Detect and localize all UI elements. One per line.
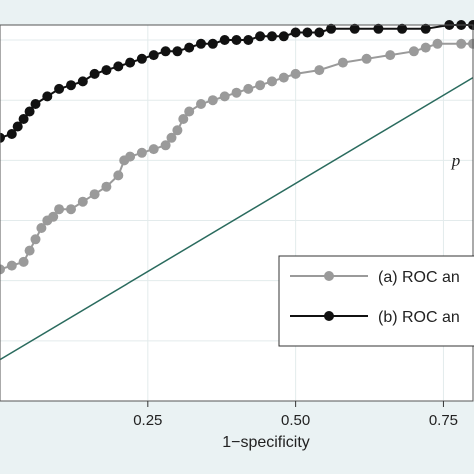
data-point (207, 38, 218, 49)
data-point (172, 125, 183, 136)
data-point (243, 83, 254, 94)
reference-line (0, 76, 474, 361)
data-point (397, 23, 408, 34)
data-point (278, 72, 289, 83)
data-point (314, 65, 325, 76)
data-point (66, 80, 76, 91)
data-point (160, 140, 171, 151)
data-point (290, 27, 301, 38)
data-point (48, 211, 59, 222)
data-point (196, 38, 206, 49)
plot-frame (0, 24, 474, 402)
data-point (125, 57, 136, 68)
data-point (267, 31, 277, 42)
data-point (0, 132, 5, 143)
x-tick-label: 0.25 (133, 412, 162, 429)
x-axis-title: 1−specificity (222, 434, 310, 451)
data-point (184, 42, 195, 53)
data-point (24, 245, 35, 256)
data-point (326, 23, 337, 34)
data-point (148, 144, 159, 155)
data-point (6, 129, 17, 139)
x-tick-label: 0.50 (281, 412, 310, 429)
data-point (89, 189, 100, 200)
data-point (113, 61, 124, 72)
data-point (373, 23, 384, 34)
series-layer (0, 20, 474, 275)
data-point (231, 35, 242, 45)
data-point (184, 106, 195, 117)
data-point (166, 132, 177, 143)
data-point (207, 95, 218, 106)
data-point (267, 76, 277, 87)
data-point (77, 196, 88, 207)
data-point (148, 50, 159, 61)
data-point (66, 204, 76, 215)
data-point (125, 151, 136, 162)
series-a (0, 38, 474, 275)
legend-marker-b (324, 311, 334, 321)
data-point (30, 234, 41, 245)
data-point (172, 46, 183, 57)
reference-diagonal (0, 76, 474, 361)
data-point (231, 87, 242, 98)
data-point (178, 114, 189, 124)
data-point (77, 76, 88, 87)
data-point (101, 181, 112, 192)
legend-marker-a (324, 271, 334, 281)
data-point (420, 23, 431, 34)
data-point (408, 46, 419, 57)
data-point (136, 147, 147, 158)
data-point (113, 170, 124, 181)
data-point (278, 31, 289, 42)
legend-label-b: (b) ROC an (378, 309, 460, 326)
data-point (101, 65, 112, 76)
data-point (219, 91, 230, 102)
data-point (196, 99, 206, 109)
x-axis: 0.25 0.50 0.75 (133, 401, 458, 429)
data-point (160, 46, 171, 57)
data-point (314, 27, 325, 38)
data-point (30, 99, 41, 109)
legend-box (278, 255, 474, 347)
gridlines (0, 25, 473, 401)
data-point (302, 27, 313, 38)
data-point (136, 53, 147, 64)
data-point (290, 68, 301, 79)
data-point (361, 53, 372, 64)
data-point (385, 50, 396, 61)
chart-annotation: p (451, 151, 461, 170)
data-point (24, 106, 35, 117)
data-point (36, 223, 47, 233)
data-point (456, 38, 467, 49)
data-point (54, 204, 65, 215)
legend: (a) ROC an (b) ROC an (278, 255, 474, 347)
data-point (432, 38, 443, 49)
data-point (243, 35, 254, 45)
data-point (0, 264, 5, 275)
legend-label-a: (a) ROC an (378, 269, 460, 286)
data-point (420, 42, 431, 53)
data-point (349, 23, 360, 34)
data-point (6, 260, 17, 271)
data-point (42, 91, 53, 102)
data-point (89, 68, 100, 79)
data-point (255, 80, 266, 91)
x-tick-label: 0.75 (429, 412, 458, 429)
data-point (337, 57, 348, 68)
data-point (18, 114, 29, 124)
data-point (219, 35, 230, 45)
data-point (18, 256, 29, 267)
data-point (12, 121, 23, 132)
data-point (255, 31, 266, 42)
data-point (54, 83, 65, 94)
